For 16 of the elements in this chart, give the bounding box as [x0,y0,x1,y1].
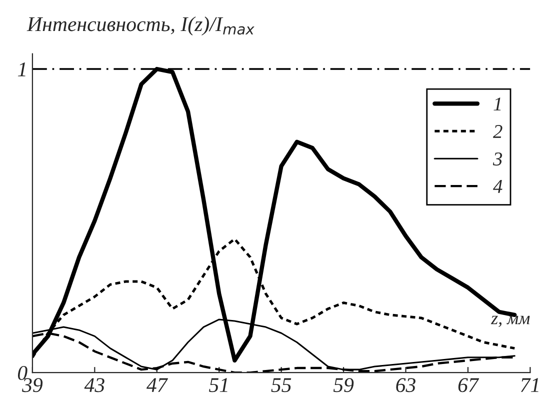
x-tick-label: 55 [271,378,292,392]
legend-label: 3 [492,152,502,166]
x-tick-label: 59 [333,378,354,392]
legend-label: 2 [493,125,502,138]
x-tick-label: 47 [146,378,168,392]
x-tick-label: 71 [520,378,538,392]
x-tick-label: 63 [396,378,416,392]
x-tick-label: 51 [209,378,228,392]
legend-label: 4 [493,180,502,193]
x-tick-label: 67 [458,378,480,392]
y-tick-label: 0 [18,366,28,380]
x-tick-label: 39 [22,378,43,392]
y-axis-title: Интенсивность, I(z)/I$_{max}$ [26,16,254,36]
x-tick-label: 43 [84,378,104,392]
x-axis-title: z, мм [490,316,530,327]
legend-label: 1 [494,98,501,110]
